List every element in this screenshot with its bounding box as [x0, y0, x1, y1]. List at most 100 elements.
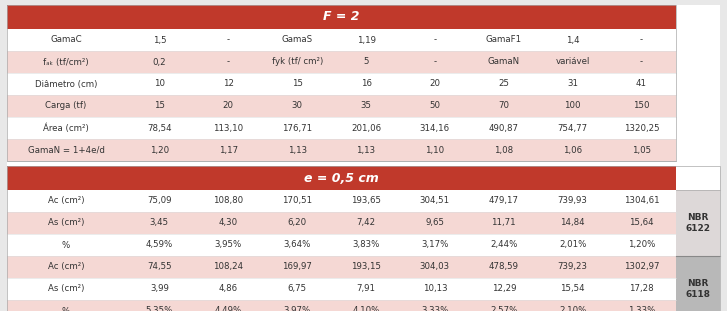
Text: 1,5: 1,5 — [153, 35, 166, 44]
Text: 479,17: 479,17 — [489, 197, 519, 206]
Text: NBR
6118: NBR 6118 — [686, 279, 710, 299]
Text: 3,64%: 3,64% — [284, 240, 311, 249]
Text: 70: 70 — [498, 101, 510, 110]
Text: 74,55: 74,55 — [147, 262, 172, 272]
Text: 1302,97: 1302,97 — [624, 262, 659, 272]
Text: 2,57%: 2,57% — [490, 307, 518, 311]
Text: -: - — [227, 35, 230, 44]
Text: 4,86: 4,86 — [219, 285, 238, 294]
Text: 3,97%: 3,97% — [284, 307, 311, 311]
Text: GamaN: GamaN — [488, 58, 520, 67]
Text: -: - — [640, 58, 643, 67]
Text: NBR
6122: NBR 6122 — [686, 213, 710, 233]
Text: 754,77: 754,77 — [558, 123, 587, 132]
Bar — [7, 166, 676, 190]
Text: As (cm²): As (cm²) — [48, 219, 84, 228]
Bar — [7, 166, 720, 311]
Text: fₐₖ (tf/cm²): fₐₖ (tf/cm²) — [43, 58, 89, 67]
Text: 20: 20 — [430, 80, 441, 89]
Text: GamaS: GamaS — [281, 35, 313, 44]
Text: 75,09: 75,09 — [147, 197, 172, 206]
Text: 4,10%: 4,10% — [353, 307, 379, 311]
Text: 150: 150 — [633, 101, 650, 110]
Text: 4,59%: 4,59% — [146, 240, 173, 249]
Text: 1,19: 1,19 — [356, 35, 376, 44]
Text: 10,13: 10,13 — [422, 285, 447, 294]
Text: 7,91: 7,91 — [356, 285, 376, 294]
Text: 0,2: 0,2 — [153, 58, 166, 67]
Text: GamaF1: GamaF1 — [486, 35, 522, 44]
Text: 1320,25: 1320,25 — [624, 123, 659, 132]
Text: 100: 100 — [564, 101, 581, 110]
Text: -: - — [227, 58, 230, 67]
Text: 1,20: 1,20 — [150, 146, 169, 155]
Text: 2,44%: 2,44% — [490, 240, 518, 249]
Text: 3,45: 3,45 — [150, 219, 169, 228]
Text: 17,28: 17,28 — [630, 285, 654, 294]
Bar — [7, 5, 676, 161]
Text: 1,05: 1,05 — [632, 146, 651, 155]
Text: 1,33%: 1,33% — [628, 307, 655, 311]
Text: e = 0,5 cm: e = 0,5 cm — [304, 171, 379, 184]
Text: 739,93: 739,93 — [558, 197, 587, 206]
Bar — [7, 278, 676, 300]
Text: 16: 16 — [361, 80, 371, 89]
Text: Carga (tf): Carga (tf) — [45, 101, 87, 110]
Text: 108,24: 108,24 — [213, 262, 244, 272]
Text: 12: 12 — [222, 80, 234, 89]
Bar — [7, 190, 676, 212]
Text: 478,59: 478,59 — [489, 262, 519, 272]
Text: 304,51: 304,51 — [420, 197, 450, 206]
Text: 12,29: 12,29 — [491, 285, 516, 294]
Text: 15: 15 — [292, 80, 302, 89]
Text: 193,65: 193,65 — [351, 197, 381, 206]
Text: -: - — [433, 35, 436, 44]
Bar — [7, 73, 676, 95]
Text: 78,54: 78,54 — [147, 123, 172, 132]
Text: 1,17: 1,17 — [219, 146, 238, 155]
Text: fyk (tf/ cm²): fyk (tf/ cm²) — [272, 58, 323, 67]
Text: 25: 25 — [498, 80, 510, 89]
Text: 169,97: 169,97 — [282, 262, 312, 272]
Text: 170,51: 170,51 — [282, 197, 313, 206]
Bar — [7, 256, 676, 278]
Text: 6,20: 6,20 — [288, 219, 307, 228]
Text: 314,16: 314,16 — [420, 123, 450, 132]
Text: 3,17%: 3,17% — [421, 240, 449, 249]
Text: Ac (cm²): Ac (cm²) — [48, 262, 84, 272]
Text: 4,30: 4,30 — [219, 219, 238, 228]
Text: 14,84: 14,84 — [561, 219, 585, 228]
Text: 15,54: 15,54 — [561, 285, 585, 294]
Text: 304,03: 304,03 — [420, 262, 450, 272]
Text: 739,23: 739,23 — [558, 262, 587, 272]
Bar — [7, 212, 676, 234]
Bar — [7, 139, 676, 161]
Text: 3,33%: 3,33% — [421, 307, 449, 311]
Text: 1,06: 1,06 — [563, 146, 582, 155]
Text: -: - — [433, 58, 436, 67]
Text: 31: 31 — [567, 80, 578, 89]
Text: 1304,61: 1304,61 — [624, 197, 659, 206]
Bar — [7, 95, 676, 117]
Text: 10: 10 — [154, 80, 165, 89]
Text: variável: variável — [555, 58, 590, 67]
Text: 5: 5 — [364, 58, 369, 67]
Text: GamaC: GamaC — [50, 35, 82, 44]
Text: 5,35%: 5,35% — [145, 307, 173, 311]
Text: 2,01%: 2,01% — [559, 240, 587, 249]
Text: 1,08: 1,08 — [494, 146, 513, 155]
Text: 1,13: 1,13 — [356, 146, 376, 155]
Text: 1,13: 1,13 — [288, 146, 307, 155]
Text: 3,83%: 3,83% — [353, 240, 379, 249]
Text: 176,71: 176,71 — [282, 123, 313, 132]
Bar — [7, 29, 676, 51]
Text: 15,64: 15,64 — [630, 219, 654, 228]
Bar — [676, 256, 720, 311]
Text: 113,10: 113,10 — [213, 123, 244, 132]
Text: F = 2: F = 2 — [324, 11, 360, 24]
Bar — [7, 234, 676, 256]
Text: -: - — [640, 35, 643, 44]
Text: 15: 15 — [154, 101, 165, 110]
Text: 1,4: 1,4 — [566, 35, 579, 44]
Text: Área (cm²): Área (cm²) — [43, 123, 89, 133]
